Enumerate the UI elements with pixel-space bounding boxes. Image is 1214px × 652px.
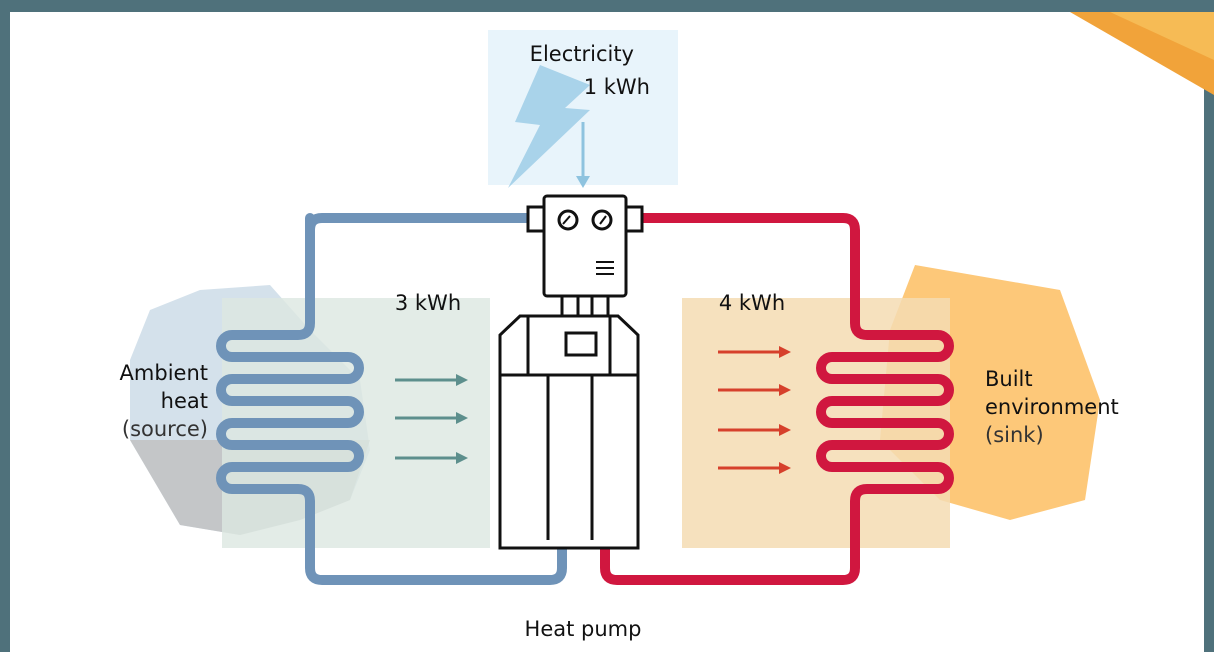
source-amount: 3 kWh xyxy=(395,291,461,315)
sink-arrows xyxy=(718,350,783,470)
corner-accent xyxy=(1110,12,1214,60)
arrowhead xyxy=(576,176,590,188)
sink-label: environment xyxy=(985,395,1119,419)
cold-pipe xyxy=(216,213,567,585)
source-arrows xyxy=(395,378,460,460)
heat-pump xyxy=(498,194,644,550)
sink-note: (sink) xyxy=(985,423,1044,447)
sink-arrowheads xyxy=(779,346,791,474)
lightning xyxy=(508,65,590,188)
sink-amount: 4 kWh xyxy=(719,291,785,315)
source-label: Ambient xyxy=(120,361,208,385)
device-label: Heat pump xyxy=(525,617,642,641)
vents xyxy=(562,215,614,275)
source-label: heat xyxy=(161,389,208,413)
source-note: (source) xyxy=(122,417,208,441)
source-arrowheads xyxy=(456,374,468,464)
sink-label: Built xyxy=(985,367,1033,391)
hot-pipe xyxy=(600,213,954,585)
electricity-label: Electricity xyxy=(530,42,634,66)
electricity-amount: 1 kWh xyxy=(584,75,650,99)
